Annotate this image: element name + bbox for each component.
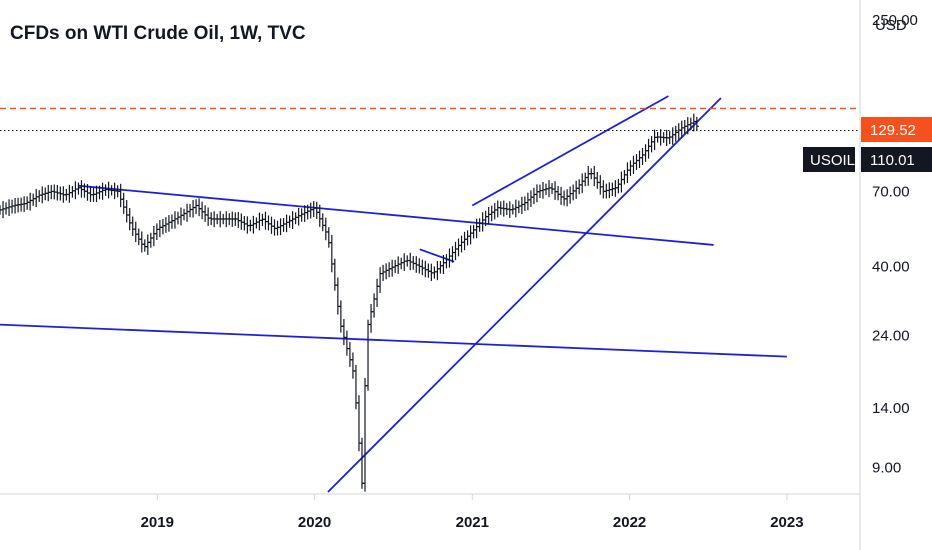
last-price-tag-box — [861, 147, 932, 172]
x-tick-label: 2022 — [613, 514, 646, 531]
x-tick-label: 2019 — [141, 514, 174, 531]
price-tag-129-52-box — [861, 117, 932, 142]
trendline — [471, 95, 669, 207]
trendline — [327, 97, 722, 493]
symbol-tag-label: USOIL — [810, 152, 855, 169]
y-tick-label: 250.00 — [872, 12, 918, 29]
x-tick-label: 2023 — [770, 514, 803, 531]
y-tick-label: 70.00 — [872, 183, 910, 200]
trendline — [77, 184, 714, 246]
time-axis[interactable]: 2019 2020 2021 2022 2023 — [141, 494, 804, 531]
price-tag-129-52: 129.52 — [861, 117, 932, 142]
chart-title: CFDs on WTI Crude Oil, 1W, TVC — [10, 23, 306, 44]
x-tick-label: 2021 — [456, 514, 489, 531]
symbol-price-tag: USOIL 110.01 — [803, 147, 932, 172]
plot-area — [0, 95, 858, 493]
price-tag-129-52-label: 129.52 — [870, 122, 916, 139]
trendline-layer — [0, 95, 787, 493]
x-tick-label: 2020 — [298, 514, 331, 531]
y-tick-label: 24.00 — [872, 327, 910, 344]
ohlc-bar — [694, 116, 699, 132]
last-price-tag-label: 110.01 — [870, 152, 915, 169]
symbol-tag-box — [803, 147, 855, 172]
price-axis[interactable]: 250.00 70.00 40.00 24.00 14.00 9.00 — [872, 12, 918, 476]
y-tick-label: 14.00 — [872, 400, 910, 417]
trendline — [0, 323, 787, 358]
level-layer — [0, 107, 858, 131]
y-tick-label: 9.00 — [872, 459, 901, 476]
price-bars — [0, 113, 699, 492]
currency-label: USD — [875, 17, 907, 34]
y-tick-label: 40.00 — [872, 259, 910, 276]
